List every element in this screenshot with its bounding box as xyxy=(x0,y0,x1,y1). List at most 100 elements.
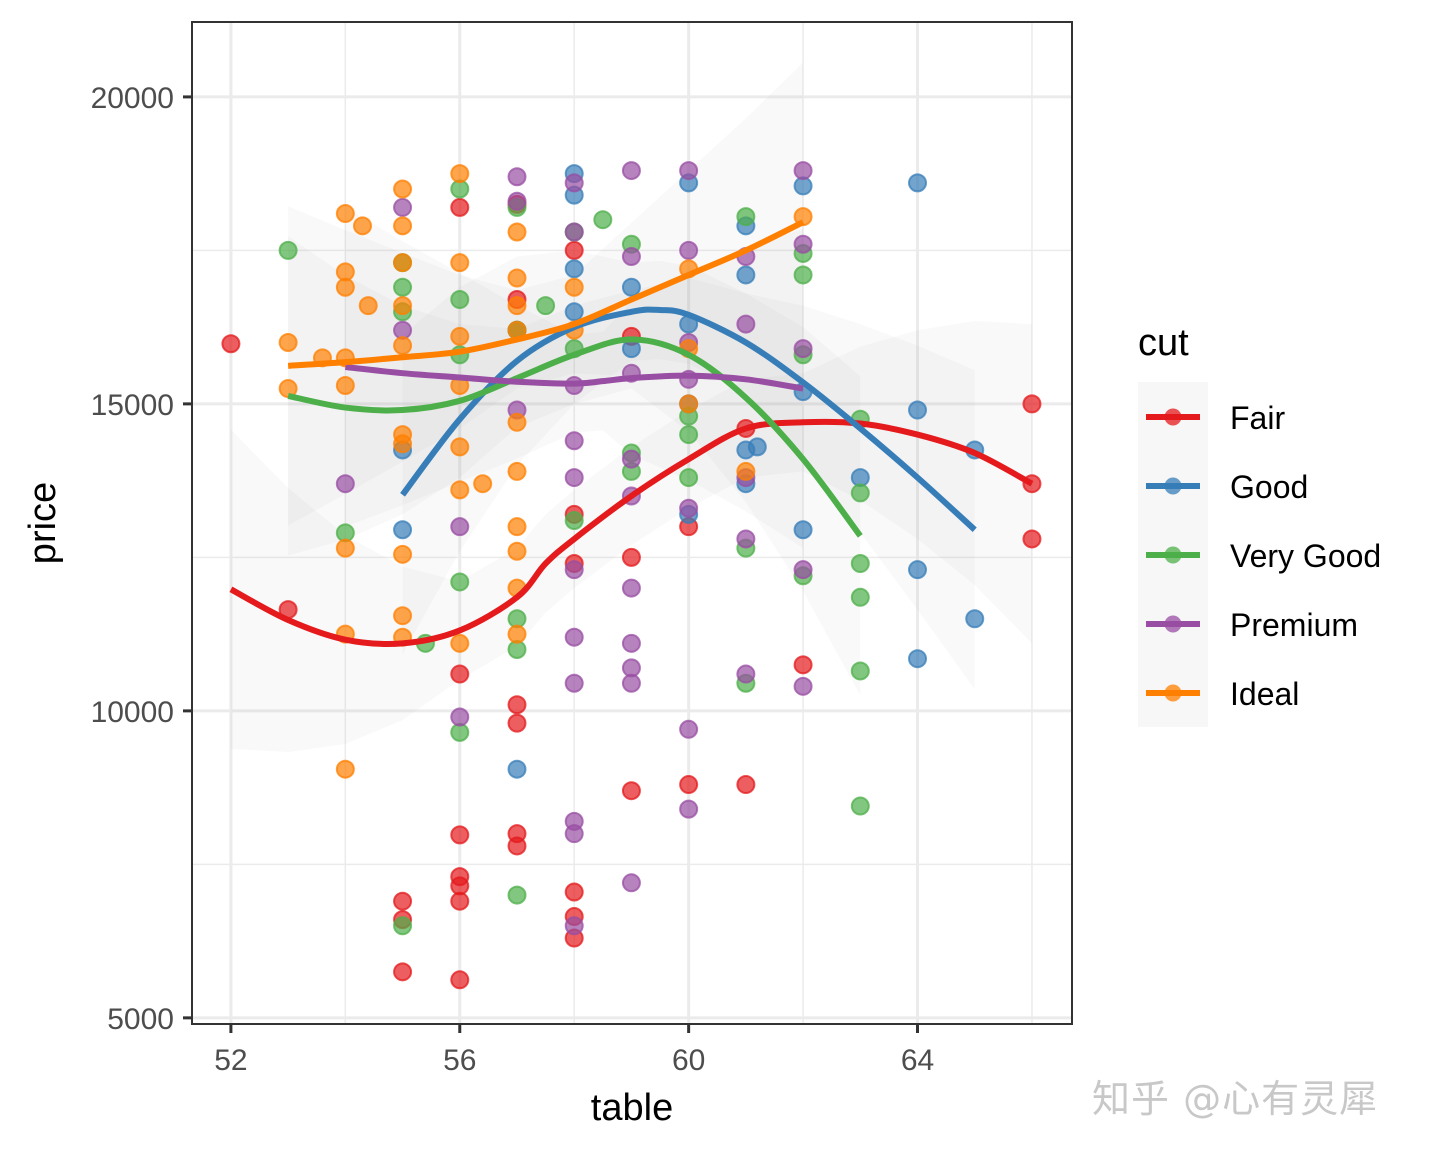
point-premium xyxy=(679,498,699,518)
y-axis-title: price xyxy=(22,482,64,564)
point-fair xyxy=(450,197,470,217)
ribbon-good xyxy=(402,250,975,690)
point-ideal xyxy=(450,480,470,500)
point-premium xyxy=(564,673,584,693)
point-ideal xyxy=(507,222,527,242)
point-ideal xyxy=(450,437,470,457)
point-ideal xyxy=(335,759,355,779)
point-ideal xyxy=(507,461,527,481)
point-good xyxy=(908,560,928,580)
legend-label-very-good: Very Good xyxy=(1230,538,1381,574)
y-tick-label: 20000 xyxy=(91,82,174,115)
y-axis: 5000 10000 15000 20000 xyxy=(91,82,192,1036)
curve-ideal xyxy=(287,219,805,369)
point-premium xyxy=(679,161,699,181)
point-ideal xyxy=(736,461,756,481)
point-ideal xyxy=(393,544,413,564)
point-ideal xyxy=(335,204,355,224)
point-ideal xyxy=(507,268,527,288)
point-ideal xyxy=(507,541,527,561)
point-very-good xyxy=(564,511,584,531)
point-fair xyxy=(564,240,584,260)
x-tick-label: 60 xyxy=(672,1044,705,1077)
point-premium xyxy=(621,633,641,653)
point-very-good xyxy=(850,796,870,816)
point-premium xyxy=(335,474,355,494)
point-ideal xyxy=(393,253,413,273)
point-very-good xyxy=(393,277,413,297)
legend: cut Fair Good Very Good Premium Ideal xyxy=(1138,322,1381,727)
legend-label-good: Good xyxy=(1230,469,1308,505)
point-ideal xyxy=(507,296,527,316)
legend-label-premium: Premium xyxy=(1230,607,1358,643)
point-ideal xyxy=(353,216,373,236)
point-good xyxy=(908,400,928,420)
point-very-good xyxy=(536,296,556,316)
point-very-good xyxy=(679,468,699,488)
watermark: 知乎 @心有灵犀 xyxy=(1092,1077,1379,1121)
point-premium xyxy=(507,167,527,187)
point-ideal xyxy=(393,336,413,356)
point-premium xyxy=(621,449,641,469)
point-very-good xyxy=(736,207,756,227)
point-premium xyxy=(564,468,584,488)
point-fair xyxy=(621,547,641,567)
point-good xyxy=(564,302,584,322)
y-tick-label: 5000 xyxy=(107,1003,174,1036)
point-fair xyxy=(507,695,527,715)
legend-label-fair: Fair xyxy=(1230,400,1285,436)
legend-label-ideal: Ideal xyxy=(1230,676,1299,712)
point-fair xyxy=(793,655,813,675)
point-ideal xyxy=(358,296,378,316)
point-fair xyxy=(507,713,527,733)
point-ideal xyxy=(473,474,493,494)
point-premium xyxy=(621,161,641,181)
point-premium xyxy=(621,247,641,267)
y-tick-label: 15000 xyxy=(91,389,174,422)
legend-key-point-good xyxy=(1164,477,1182,495)
point-ideal xyxy=(507,517,527,537)
point-premium xyxy=(450,517,470,537)
point-fair xyxy=(621,781,641,801)
point-good xyxy=(908,649,928,669)
x-axis: 52 56 60 64 xyxy=(214,1024,934,1077)
point-very-good xyxy=(850,483,870,503)
point-premium xyxy=(793,676,813,696)
point-premium xyxy=(564,173,584,193)
x-tick-label: 56 xyxy=(443,1044,476,1077)
point-good xyxy=(908,173,928,193)
point-fair xyxy=(679,775,699,795)
point-ideal xyxy=(393,606,413,626)
point-fair xyxy=(393,891,413,911)
point-premium xyxy=(564,431,584,451)
legend-key-point-very-good xyxy=(1164,546,1182,564)
point-ideal xyxy=(507,412,527,432)
curve-fair xyxy=(229,418,1034,647)
point-good xyxy=(747,437,767,457)
point-very-good xyxy=(679,425,699,445)
y-tick-label: 10000 xyxy=(91,696,174,729)
point-premium xyxy=(793,339,813,359)
point-premium xyxy=(793,560,813,580)
point-ideal xyxy=(335,538,355,558)
point-very-good xyxy=(450,290,470,310)
point-ideal xyxy=(507,624,527,644)
point-fair xyxy=(450,825,470,845)
point-fair xyxy=(393,962,413,982)
legend-key-point-ideal xyxy=(1164,684,1182,702)
point-premium xyxy=(793,234,813,254)
legend-title: cut xyxy=(1138,322,1189,364)
point-ideal xyxy=(278,332,298,352)
plot-panel xyxy=(192,22,1072,1024)
point-ideal xyxy=(393,434,413,454)
point-premium xyxy=(679,799,699,819)
curve-premium xyxy=(345,364,804,392)
point-very-good xyxy=(507,885,527,905)
point-good xyxy=(507,759,527,779)
point-ideal xyxy=(450,164,470,184)
point-good xyxy=(965,609,985,629)
point-premium xyxy=(393,197,413,217)
point-very-good xyxy=(450,572,470,592)
point-fair xyxy=(507,836,527,856)
